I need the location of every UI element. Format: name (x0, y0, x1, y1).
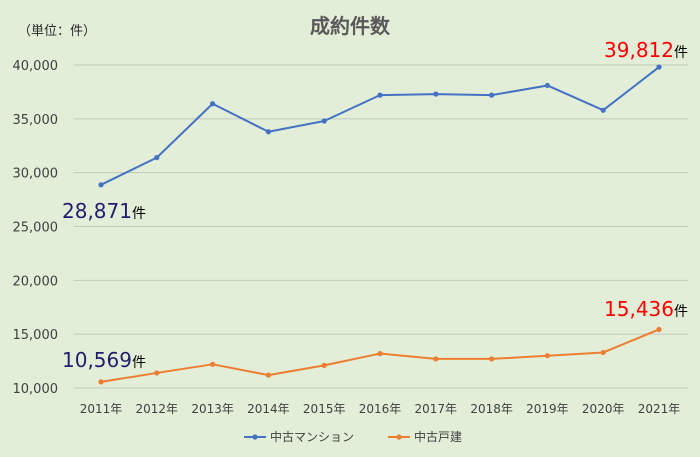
x-tick-label: 2015年 (303, 402, 346, 416)
x-tick-label: 2012年 (136, 402, 179, 416)
legend: 中古マンション 中古戸建 (244, 429, 462, 444)
series-2 (98, 326, 662, 385)
data-point (210, 361, 216, 367)
legend-label: 中古戸建 (414, 429, 462, 444)
x-tick-label: 2019年 (526, 402, 569, 416)
data-point (265, 372, 271, 378)
data-label-unit: 件 (132, 206, 146, 222)
x-tick-label: 2014年 (247, 402, 290, 416)
data-point (210, 101, 216, 107)
series-line (100, 66, 660, 186)
data-label-unit: 件 (132, 355, 146, 371)
chart-title: 成約件数 (310, 14, 391, 38)
data-point (433, 91, 439, 97)
data-point (656, 64, 662, 70)
y-tick-label: 25,000 (13, 221, 59, 236)
data-point (321, 362, 327, 368)
series-1 (98, 64, 662, 188)
data-point (544, 82, 551, 89)
x-tick-label: 2013年 (191, 402, 234, 416)
data-label: 39,812件 (604, 38, 688, 62)
data-point (544, 353, 551, 359)
legend-item: 中古マンション (244, 429, 354, 444)
gridlines (74, 64, 688, 389)
y-tick-label: 30,000 (13, 167, 59, 182)
series (98, 64, 662, 385)
data-label-value: 15,436 (604, 297, 674, 321)
data-point (98, 182, 104, 188)
x-axis: 2011年 2012年 2013年 2014年 2015年 2016年 2017年 2018年… (80, 402, 681, 416)
data-point (600, 349, 606, 356)
data-point (489, 356, 495, 362)
y-tick-label: 10,000 (13, 382, 59, 397)
data-label-value: 10,569 (62, 348, 132, 372)
data-point (377, 92, 383, 98)
x-tick-label: 2011年 (80, 402, 123, 416)
y-tick-label: 20,000 (13, 274, 59, 289)
data-point (98, 379, 104, 385)
data-point (154, 154, 160, 161)
data-point (321, 118, 327, 124)
legend-marker (252, 434, 258, 440)
data-label-value: 28,871 (62, 199, 132, 223)
data-label: 28,871件 (62, 199, 146, 223)
data-point (489, 92, 495, 98)
y-tick-label: 35,000 (13, 113, 59, 128)
data-point (265, 129, 271, 135)
x-tick-label: 2016年 (359, 402, 402, 416)
data-label: 10,569件 (62, 348, 146, 372)
x-tick-label: 2017年 (415, 402, 458, 416)
data-label-unit: 件 (674, 45, 688, 61)
x-tick-label: 2021年 (638, 402, 681, 416)
y-axis: 10,000 15,000 20,000 25,000 30,000 35,000 40,0… (13, 59, 59, 397)
y-tick-label: 15,000 (13, 328, 59, 343)
legend-item: 中古戸建 (388, 429, 462, 444)
legend-label: 中古マンション (270, 429, 354, 444)
y-tick-label: 40,000 (13, 59, 59, 74)
data-label-unit: 件 (674, 304, 688, 320)
data-point (656, 326, 662, 333)
data-label-value: 39,812 (604, 38, 674, 62)
data-point (600, 107, 606, 113)
data-point (154, 370, 160, 376)
unit-label: （単位：件） (18, 23, 96, 39)
x-tick-label: 2020年 (582, 402, 625, 416)
data-label: 15,436件 (604, 297, 688, 321)
x-tick-label: 2018年 (470, 402, 513, 416)
data-point (377, 350, 383, 357)
legend-marker (396, 434, 402, 440)
data-point (433, 356, 439, 362)
